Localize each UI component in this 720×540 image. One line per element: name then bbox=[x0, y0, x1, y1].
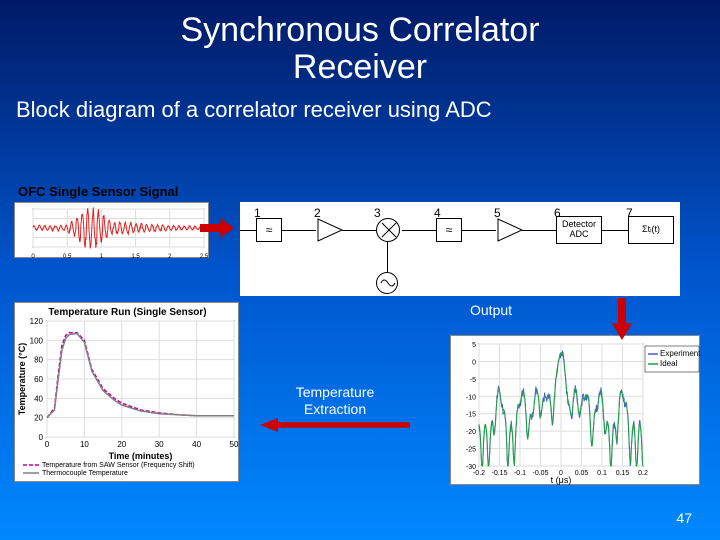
block-diagram: 1≈234≈56Detector ADC7Σtᵢ(t) bbox=[240, 202, 680, 296]
output-chart: -0.2 -0.15 -0.1 -0.05 0 0.05 0.1 0.15 0.2 -30 -25 -… bbox=[450, 335, 700, 485]
page-number: 47 bbox=[676, 510, 692, 526]
svg-text:0: 0 bbox=[39, 433, 44, 442]
svg-text:10: 10 bbox=[80, 440, 89, 449]
block-box: Detector ADC bbox=[556, 216, 602, 244]
title-line2: Receiver bbox=[293, 48, 427, 86]
svg-text:-0.05: -0.05 bbox=[533, 470, 549, 477]
svg-text:-25: -25 bbox=[466, 447, 476, 454]
bandpass-filter: ≈ bbox=[436, 218, 462, 242]
svg-text:Time (minutes): Time (minutes) bbox=[109, 451, 173, 461]
svg-text:0: 0 bbox=[472, 359, 476, 366]
svg-text:Ideal: Ideal bbox=[660, 359, 678, 368]
svg-text:80: 80 bbox=[34, 356, 43, 365]
output-label: Output bbox=[470, 302, 512, 318]
svg-text:Temperature (°C): Temperature (°C) bbox=[17, 343, 27, 415]
block-box: Σtᵢ(t) bbox=[628, 216, 674, 244]
svg-text:40: 40 bbox=[34, 394, 43, 403]
svg-text:2: 2 bbox=[168, 254, 172, 259]
svg-text:100: 100 bbox=[30, 336, 44, 345]
title-line1: Synchronous Correlator bbox=[180, 11, 539, 49]
temp-extraction-label: Temperature Extraction bbox=[270, 384, 400, 418]
svg-text:1: 1 bbox=[100, 254, 104, 259]
ofc-signal-chart: 0 0.5 1 1.5 2 2.5 bbox=[14, 202, 209, 258]
svg-text:Thermocouple Temperature: Thermocouple Temperature bbox=[42, 470, 128, 477]
svg-text:0: 0 bbox=[31, 254, 35, 259]
svg-text:-0.2: -0.2 bbox=[473, 470, 485, 477]
bandpass-filter: ≈ bbox=[256, 218, 282, 242]
mixer-icon bbox=[376, 218, 400, 242]
svg-text:0: 0 bbox=[45, 440, 50, 449]
svg-text:0.1: 0.1 bbox=[597, 470, 607, 477]
svg-text:-15: -15 bbox=[466, 412, 476, 419]
slide-subtitle: Block diagram of a correlator receiver u… bbox=[0, 87, 720, 127]
svg-text:Experimental: Experimental bbox=[660, 349, 701, 358]
temperature-chart: Temperature Run (Single Sensor) 0 10 20 30 40… bbox=[14, 302, 239, 482]
svg-text:-0.1: -0.1 bbox=[514, 470, 526, 477]
svg-text:Temperature Run (Single Sensor: Temperature Run (Single Sensor) bbox=[48, 307, 206, 318]
svg-text:0.05: 0.05 bbox=[575, 470, 589, 477]
svg-text:-10: -10 bbox=[466, 394, 476, 401]
ofc-label: OFC Single Sensor Signal bbox=[18, 184, 178, 199]
svg-text:40: 40 bbox=[192, 440, 201, 449]
arrow-right-icon bbox=[200, 218, 234, 238]
svg-text:-20: -20 bbox=[466, 429, 476, 436]
amplifier-icon bbox=[496, 217, 524, 243]
svg-text:Temperature from SAW Sensor (F: Temperature from SAW Sensor (Frequency S… bbox=[42, 462, 195, 469]
svg-text:0.15: 0.15 bbox=[616, 470, 630, 477]
svg-text:120: 120 bbox=[30, 317, 44, 326]
svg-text:5: 5 bbox=[472, 342, 476, 349]
amplifier-icon bbox=[316, 217, 344, 243]
svg-text:20: 20 bbox=[34, 414, 43, 423]
svg-text:-5: -5 bbox=[470, 377, 476, 384]
svg-text:1.5: 1.5 bbox=[131, 254, 140, 259]
svg-text:60: 60 bbox=[34, 375, 43, 384]
svg-text:20: 20 bbox=[117, 440, 126, 449]
arrow-left-icon bbox=[260, 418, 410, 432]
svg-text:-0.15: -0.15 bbox=[492, 470, 508, 477]
slide-title: Synchronous Correlator Receiver bbox=[0, 0, 720, 87]
svg-text:0.5: 0.5 bbox=[63, 254, 72, 259]
oscillator-icon bbox=[376, 272, 398, 294]
svg-text:2.5: 2.5 bbox=[200, 254, 209, 259]
arrow-down-icon bbox=[612, 298, 632, 340]
svg-text:30: 30 bbox=[155, 440, 164, 449]
svg-text:50: 50 bbox=[230, 440, 239, 449]
svg-text:-30: -30 bbox=[466, 464, 476, 471]
svg-text:t (μs): t (μs) bbox=[551, 475, 572, 485]
svg-text:0.2: 0.2 bbox=[638, 470, 648, 477]
